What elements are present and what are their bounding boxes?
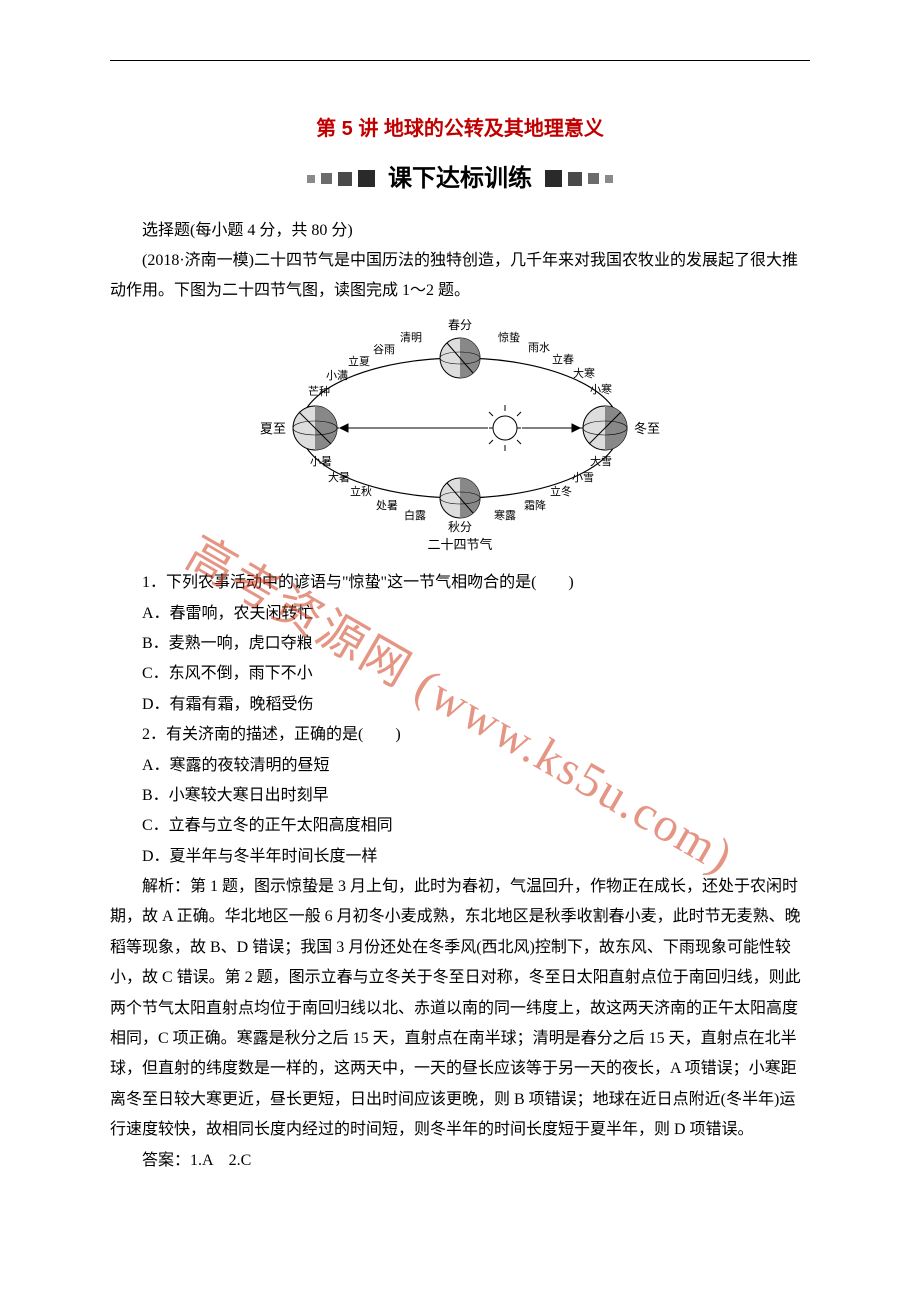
svg-text:惊蛰: 惊蛰 <box>498 330 520 344</box>
svg-text:大寒: 大寒 <box>573 366 595 380</box>
q2-option-a: A．寒露的夜较清明的昼短 <box>110 751 810 781</box>
svg-text:芒种: 芒种 <box>308 384 330 398</box>
decor-square-icon <box>321 173 332 184</box>
page: 第 5 讲 地球的公转及其地理意义 课下达标训练 选择题(每小题 4 分，共 8… <box>0 0 920 1302</box>
svg-text:秋分: 秋分 <box>448 520 472 534</box>
svg-text:小雪: 小雪 <box>572 471 594 484</box>
instruction-line: 选择题(每小题 4 分，共 80 分) <box>110 216 810 246</box>
svg-text:立夏: 立夏 <box>348 354 370 368</box>
svg-text:寒露: 寒露 <box>494 508 516 522</box>
decor-square-icon <box>605 175 613 183</box>
svg-text:清明: 清明 <box>400 331 422 344</box>
q2-option-d: D．夏半年与冬半年时间长度一样 <box>110 842 810 872</box>
q2-stem: 2．有关济南的描述，正确的是( ) <box>110 720 810 750</box>
lesson-title-text: 第 5 讲 地球的公转及其地理意义 <box>316 118 604 140</box>
svg-text:谷雨: 谷雨 <box>373 343 395 356</box>
q1-option-a: A．春雷响，农夫闲转忙 <box>110 599 810 629</box>
analysis-paragraph: 解析：第 1 题，图示惊蛰是 3 月上旬，此时为春初，气温回升，作物正在成长，还… <box>110 872 810 1146</box>
header-rule <box>110 60 810 61</box>
subtitle-bar: 课下达标训练 <box>110 156 810 202</box>
svg-text:小暑: 小暑 <box>310 455 332 468</box>
svg-text:大雪: 大雪 <box>590 454 612 468</box>
subtitle-text: 课下达标训练 <box>388 156 532 202</box>
intro-paragraph: (2018·济南一模)二十四节气是中国历法的独特创造，几千年来对我国农牧业的发展… <box>110 246 810 307</box>
svg-text:春分: 春分 <box>448 318 472 332</box>
svg-text:夏至: 夏至 <box>260 421 286 436</box>
svg-text:小满: 小满 <box>326 369 348 382</box>
svg-text:立冬: 立冬 <box>550 484 572 498</box>
svg-text:冬至: 冬至 <box>634 421 660 436</box>
lesson-title: 第 5 讲 地球的公转及其地理意义 <box>110 110 810 148</box>
svg-text:霜降: 霜降 <box>524 498 546 512</box>
svg-text:处暑: 处暑 <box>376 499 398 512</box>
decor-square-icon <box>358 170 375 187</box>
q1-option-c: C．东风不倒，雨下不小 <box>110 659 810 689</box>
decor-square-icon <box>307 175 315 183</box>
q2-option-c: C．立春与立冬的正午太阳高度相同 <box>110 811 810 841</box>
svg-text:大暑: 大暑 <box>328 470 350 484</box>
q1-stem: 1．下列农事活动中的谚语与"惊蛰"这一节气相吻合的是( ) <box>110 568 810 598</box>
decor-square-icon <box>545 170 562 187</box>
decor-square-icon <box>568 172 582 186</box>
svg-text:二十四节气: 二十四节气 <box>427 537 492 552</box>
solar-terms-diagram: 夏至 冬至 春分 秋分 清明 谷雨 立夏 小满 芒种 惊蛰 雨水 立春 大寒 小… <box>110 313 810 564</box>
diagram-svg: 夏至 冬至 春分 秋分 清明 谷雨 立夏 小满 芒种 惊蛰 雨水 立春 大寒 小… <box>250 313 670 553</box>
svg-text:立春: 立春 <box>552 352 574 366</box>
decor-square-icon <box>588 173 599 184</box>
decor-square-icon <box>338 172 352 186</box>
svg-text:雨水: 雨水 <box>528 341 550 354</box>
svg-text:立秋: 立秋 <box>350 484 372 498</box>
q1-option-d: D．有霜有霜，晚稻受伤 <box>110 690 810 720</box>
q1-option-b: B．麦熟一响，虎口夺粮 <box>110 629 810 659</box>
svg-text:白露: 白露 <box>404 508 426 522</box>
q2-option-b: B．小寒较大寒日出时刻早 <box>110 781 810 811</box>
svg-text:小寒: 小寒 <box>590 382 612 396</box>
answer-line: 答案：1.A 2.C <box>110 1146 810 1176</box>
